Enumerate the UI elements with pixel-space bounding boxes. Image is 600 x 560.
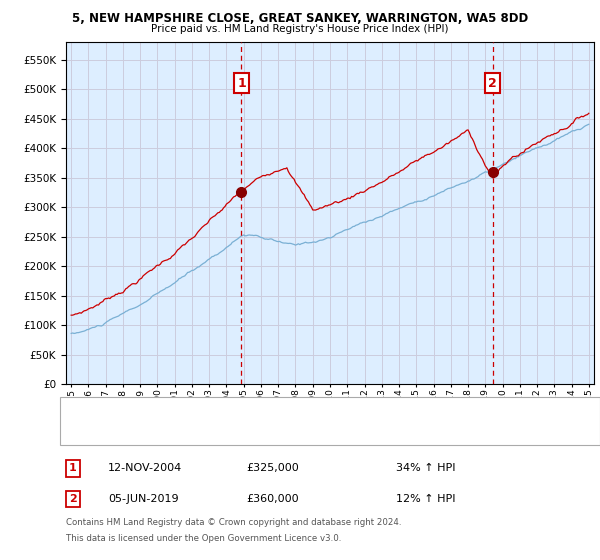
Text: HPI: Average price, detached house, Warrington: HPI: Average price, detached house, Warr… [114,426,349,436]
Text: 1: 1 [237,77,246,90]
Text: 34% ↑ HPI: 34% ↑ HPI [396,464,455,473]
Text: 5, NEW HAMPSHIRE CLOSE, GREAT SANKEY, WARRINGTON, WA5 8DD: 5, NEW HAMPSHIRE CLOSE, GREAT SANKEY, WA… [72,12,528,25]
Text: 5, NEW HAMPSHIRE CLOSE, GREAT SANKEY, WARRINGTON, WA5 8DD (detached house): 5, NEW HAMPSHIRE CLOSE, GREAT SANKEY, WA… [114,405,542,415]
Text: 05-JUN-2019: 05-JUN-2019 [108,494,179,503]
Text: 2: 2 [69,494,77,503]
Text: This data is licensed under the Open Government Licence v3.0.: This data is licensed under the Open Gov… [66,534,341,543]
Text: 12% ↑ HPI: 12% ↑ HPI [396,494,455,503]
Text: £360,000: £360,000 [246,494,299,503]
Text: 2: 2 [488,77,497,90]
Text: 1: 1 [69,464,77,473]
Text: 12-NOV-2004: 12-NOV-2004 [108,464,182,473]
Text: Price paid vs. HM Land Registry's House Price Index (HPI): Price paid vs. HM Land Registry's House … [151,24,449,34]
Text: £325,000: £325,000 [246,464,299,473]
Text: Contains HM Land Registry data © Crown copyright and database right 2024.: Contains HM Land Registry data © Crown c… [66,519,401,528]
